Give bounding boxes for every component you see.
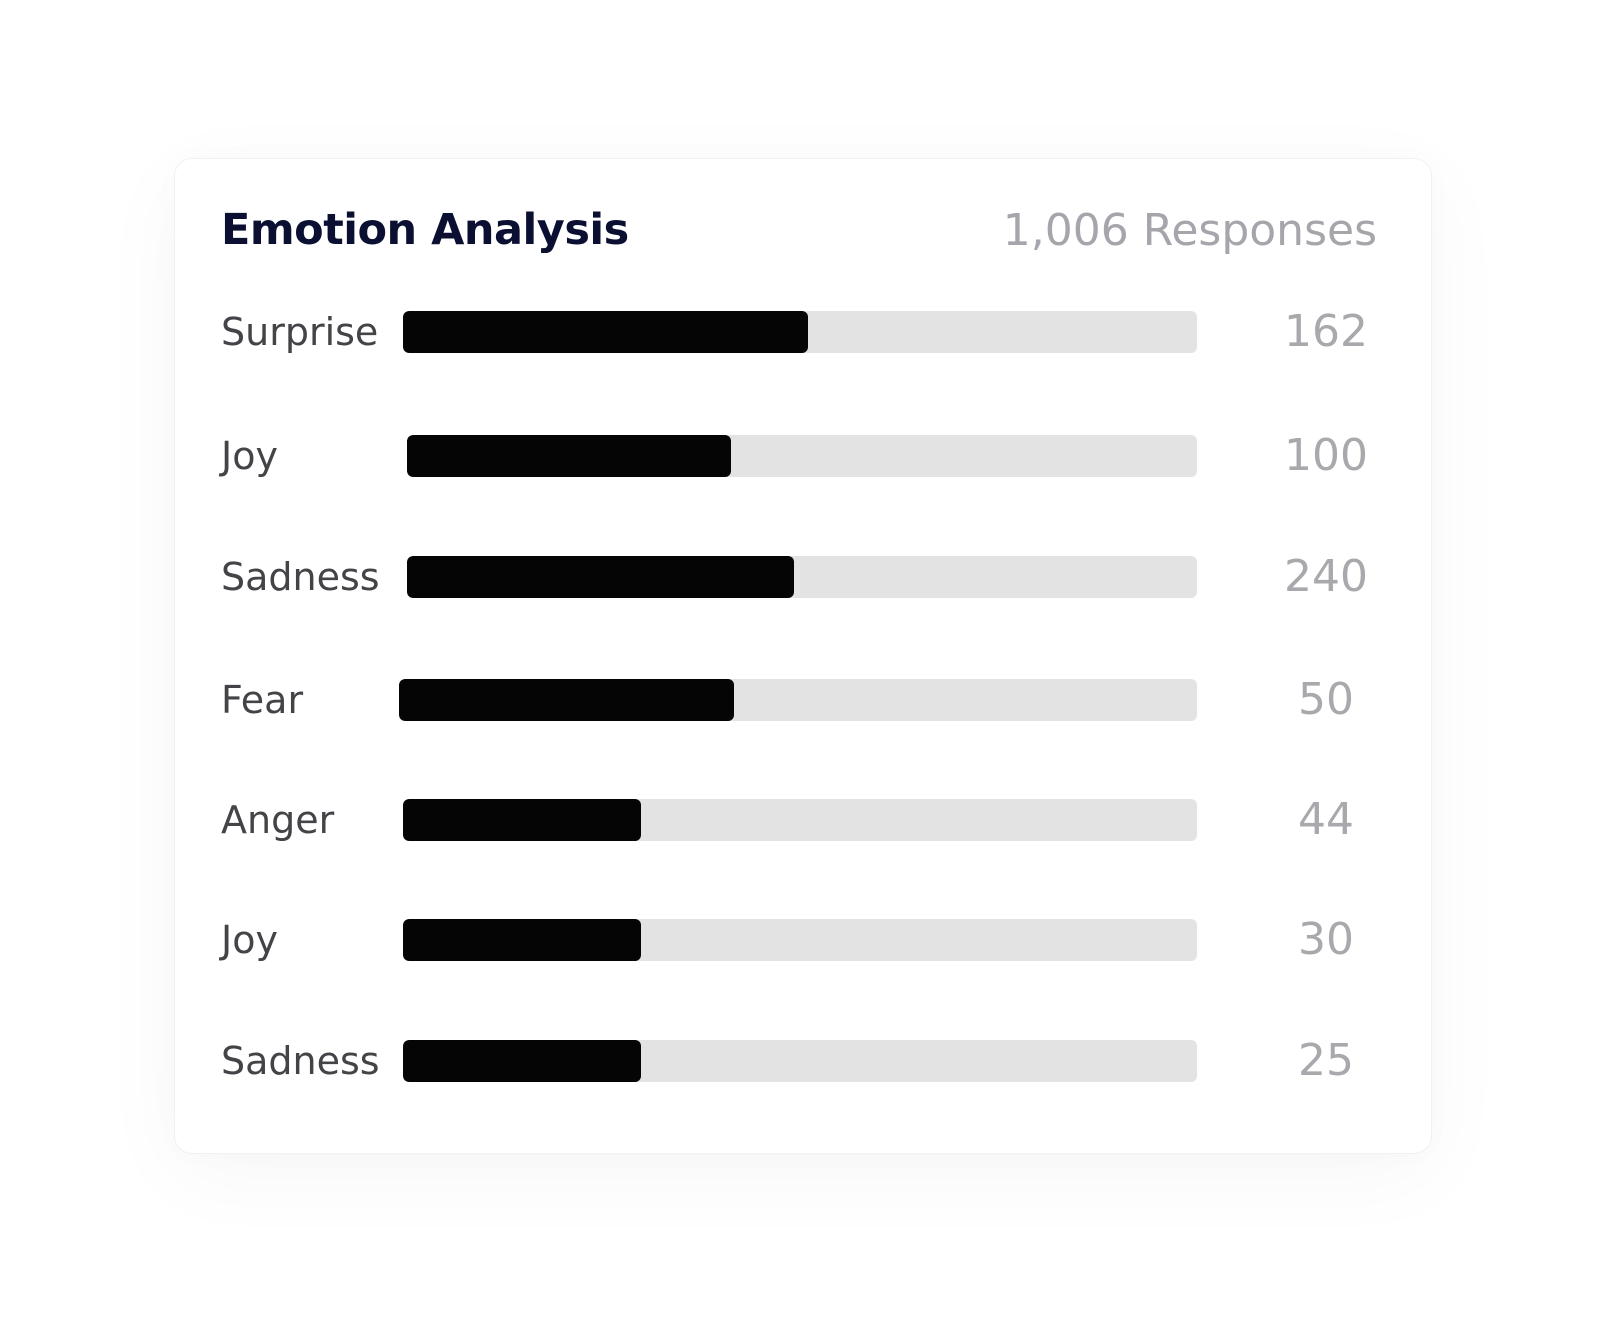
bar-value: 44 bbox=[1298, 794, 1354, 845]
bar-fill bbox=[403, 1040, 642, 1082]
bar-label: Sadness bbox=[221, 1039, 380, 1083]
bar-fill bbox=[403, 919, 642, 961]
bar-track bbox=[407, 556, 1197, 598]
emotion-analysis-card: Emotion Analysis 1,006 Responses Surpris… bbox=[174, 158, 1432, 1154]
bar-value: 30 bbox=[1298, 914, 1354, 965]
bar-track bbox=[407, 435, 1197, 477]
bar-row: Sadness 240 bbox=[175, 552, 1431, 602]
bar-fill bbox=[399, 679, 735, 721]
bar-track bbox=[403, 311, 1197, 353]
bar-track bbox=[403, 1040, 1197, 1082]
bar-value: 240 bbox=[1284, 551, 1368, 602]
responses-count: 1,006 Responses bbox=[1002, 205, 1377, 256]
bar-label: Joy bbox=[221, 434, 278, 478]
bar-track bbox=[403, 919, 1197, 961]
bar-label: Fear bbox=[221, 678, 304, 722]
bar-row: Fear 50 bbox=[175, 675, 1431, 725]
bar-fill bbox=[403, 799, 642, 841]
bar-row: Surprise 162 bbox=[175, 307, 1431, 357]
bar-value: 100 bbox=[1284, 430, 1368, 481]
bar-fill bbox=[407, 556, 795, 598]
bar-row: Joy 100 bbox=[175, 431, 1431, 481]
bar-label: Sadness bbox=[221, 555, 380, 599]
bar-row: Anger 44 bbox=[175, 795, 1431, 845]
chart-title: Emotion Analysis bbox=[221, 205, 629, 255]
bar-label: Joy bbox=[221, 918, 278, 962]
bar-row: Joy 30 bbox=[175, 915, 1431, 965]
bar-track bbox=[399, 679, 1197, 721]
bar-row: Sadness 25 bbox=[175, 1036, 1431, 1086]
bar-fill bbox=[407, 435, 731, 477]
bar-value: 162 bbox=[1284, 306, 1368, 357]
bar-label: Anger bbox=[221, 798, 335, 842]
bar-value: 50 bbox=[1298, 674, 1354, 725]
bar-track bbox=[403, 799, 1197, 841]
bar-label: Surprise bbox=[221, 310, 379, 354]
bar-fill bbox=[403, 311, 808, 353]
bar-value: 25 bbox=[1298, 1035, 1354, 1086]
